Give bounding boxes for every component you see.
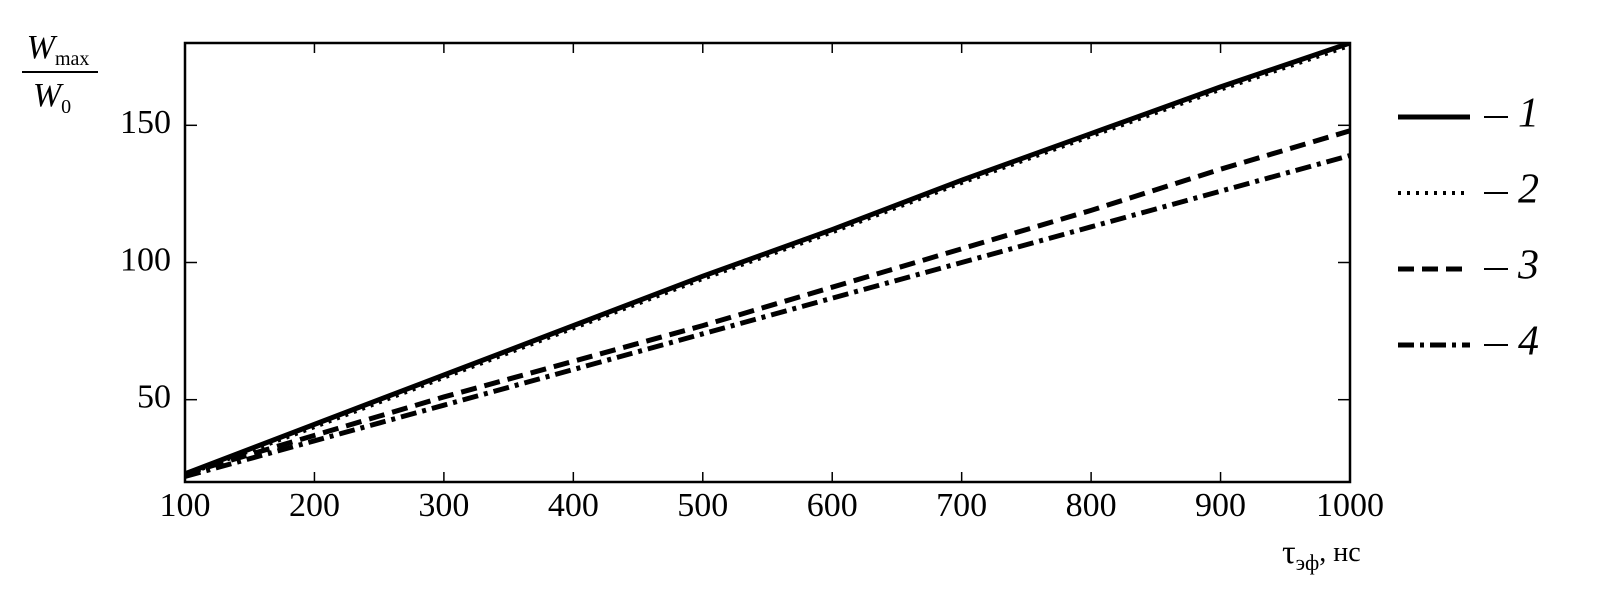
x-tick-label: 200 bbox=[289, 487, 340, 524]
legend-label: 1 bbox=[1518, 91, 1539, 137]
legend-label: 3 bbox=[1517, 243, 1539, 289]
series-line bbox=[185, 43, 1350, 478]
x-tick-label: 1000 bbox=[1316, 487, 1384, 524]
x-tick-label: 500 bbox=[677, 487, 728, 524]
x-tick-label: 600 bbox=[807, 487, 858, 524]
legend-label: 2 bbox=[1518, 167, 1539, 213]
x-tick-label: 900 bbox=[1195, 487, 1246, 524]
series-line bbox=[185, 153, 1350, 479]
y-tick-label: 100 bbox=[120, 241, 171, 278]
x-tick-label: 400 bbox=[548, 487, 599, 524]
x-tick-label: 800 bbox=[1066, 487, 1117, 524]
y-label-denominator: W0 bbox=[33, 77, 71, 118]
plot-frame bbox=[183, 41, 1352, 484]
x-label: τэф, нс bbox=[1282, 534, 1361, 575]
series-line bbox=[185, 43, 1350, 477]
series-line bbox=[185, 128, 1350, 477]
y-tick-label: 50 bbox=[137, 378, 171, 415]
x-tick-label: 700 bbox=[936, 487, 987, 524]
x-tick-label: 100 bbox=[160, 487, 211, 524]
y-tick-label: 150 bbox=[120, 104, 171, 141]
x-tick-label: 300 bbox=[418, 487, 469, 524]
y-label-numerator: Wmax bbox=[27, 29, 90, 70]
legend-label: 4 bbox=[1518, 319, 1539, 365]
